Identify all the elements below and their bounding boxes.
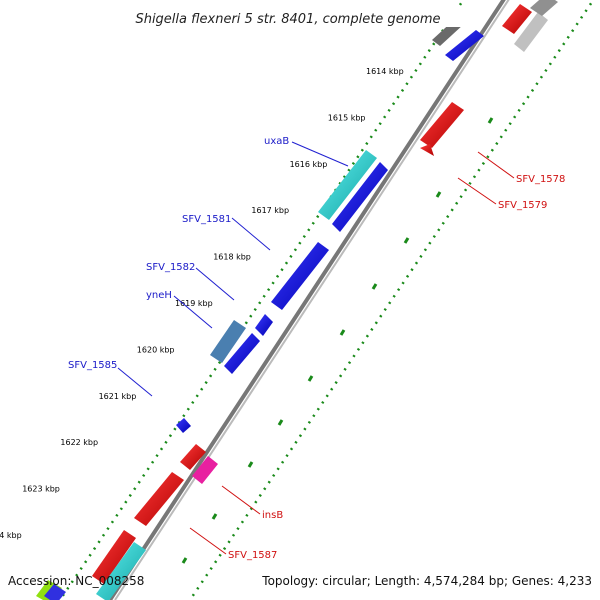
gene-arrow[interactable] (44, 584, 66, 600)
gene-label-SFV_1579[interactable]: SFV_1579 (498, 200, 547, 211)
accession-value: NC_008258 (75, 574, 145, 588)
topology-label: Topology: (262, 574, 319, 588)
gene-arrow[interactable] (255, 314, 273, 336)
gene-arrow[interactable] (318, 150, 377, 220)
tick-dashes (181, 117, 494, 564)
length-value: 4,574,284 bp (423, 574, 504, 588)
accession-label: Accession: (8, 574, 72, 588)
genome-backbone-shadow (114, 0, 510, 600)
tick-label: 1620 kbp (137, 345, 175, 354)
topology-footer: Topology: circular; Length: 4,574,284 bp… (262, 574, 592, 588)
length-label: Length: (374, 574, 421, 588)
gene-label-uxaB[interactable]: uxaB (264, 136, 289, 147)
gene-label-SFV_1585[interactable]: SFV_1585 (68, 360, 117, 371)
genes-label: Genes: (511, 574, 554, 588)
tick-label: 1615 kbp (328, 113, 366, 122)
gene-arrow[interactable] (271, 242, 329, 310)
tick-label: 1623 kbp (22, 485, 60, 494)
tick-guide-right (188, 0, 595, 600)
topology-value: circular (322, 574, 367, 588)
tick-label: 1617 kbp (251, 206, 289, 215)
gene-label-SFV_1581[interactable]: SFV_1581 (182, 214, 231, 225)
tick-labels: 1614 kbp 1615 kbp 1616 kbp 1617 kbp 1618 kbp… (0, 67, 404, 540)
tick-label: 1619 kbp (175, 299, 213, 308)
gene-arrow[interactable] (176, 418, 191, 433)
map-title-container: Shigella flexneri 5 str. 8401, complete … (108, 8, 468, 27)
gene-label-insB[interactable]: insB (262, 510, 283, 521)
map-title: Shigella flexneri 5 str. 8401, complete … (135, 12, 441, 27)
gene-arrow[interactable] (92, 530, 136, 584)
gene-arrow[interactable] (210, 320, 246, 363)
gene-arrow[interactable] (530, 0, 558, 16)
gene-label-SFV_1582[interactable]: SFV_1582 (146, 262, 195, 273)
gene-label-SFV_1578[interactable]: SFV_1578 (516, 174, 565, 185)
tick-label: 1614 kbp (366, 67, 404, 76)
tick-label: 1622 kbp (60, 438, 98, 447)
tick-label: 1618 kbp (213, 253, 251, 262)
gene-arrow[interactable] (134, 472, 184, 526)
genes-value: 4,233 (557, 574, 592, 588)
gene-arrow[interactable] (502, 4, 532, 34)
genome-backbone (108, 0, 506, 600)
gene-label-yneH[interactable]: yneH (146, 290, 172, 301)
leader-lines (117, 141, 515, 555)
gene-arrow[interactable] (332, 162, 388, 232)
gene-arrow[interactable] (445, 30, 484, 61)
gene-arrow[interactable] (224, 333, 260, 374)
gene-arrow[interactable] (514, 12, 548, 52)
tick-label: 1616 kbp (290, 160, 328, 169)
tick-label: 1624 kbp (0, 531, 22, 540)
gene-arrow[interactable] (96, 542, 146, 600)
gene-arrow[interactable] (192, 456, 218, 484)
reverse-strand (92, 0, 558, 600)
accession-footer: Accession: NC_008258 (8, 574, 144, 588)
tick-label: 1621 kbp (99, 392, 137, 401)
gene-labels: uxaB SFV_1581 SFV_1582 yneH SFV_1585 SFV… (68, 136, 565, 561)
gene-arrow[interactable] (420, 102, 464, 148)
forward-strand (36, 18, 484, 600)
gene-arrow[interactable] (420, 144, 434, 156)
gene-arrow[interactable] (180, 444, 206, 470)
gene-label-SFV_1587[interactable]: SFV_1587 (228, 550, 277, 561)
